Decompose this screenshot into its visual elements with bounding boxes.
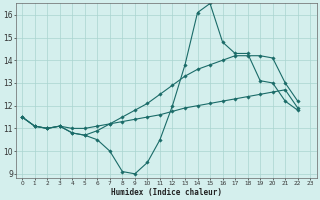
X-axis label: Humidex (Indice chaleur): Humidex (Indice chaleur) — [111, 188, 222, 197]
